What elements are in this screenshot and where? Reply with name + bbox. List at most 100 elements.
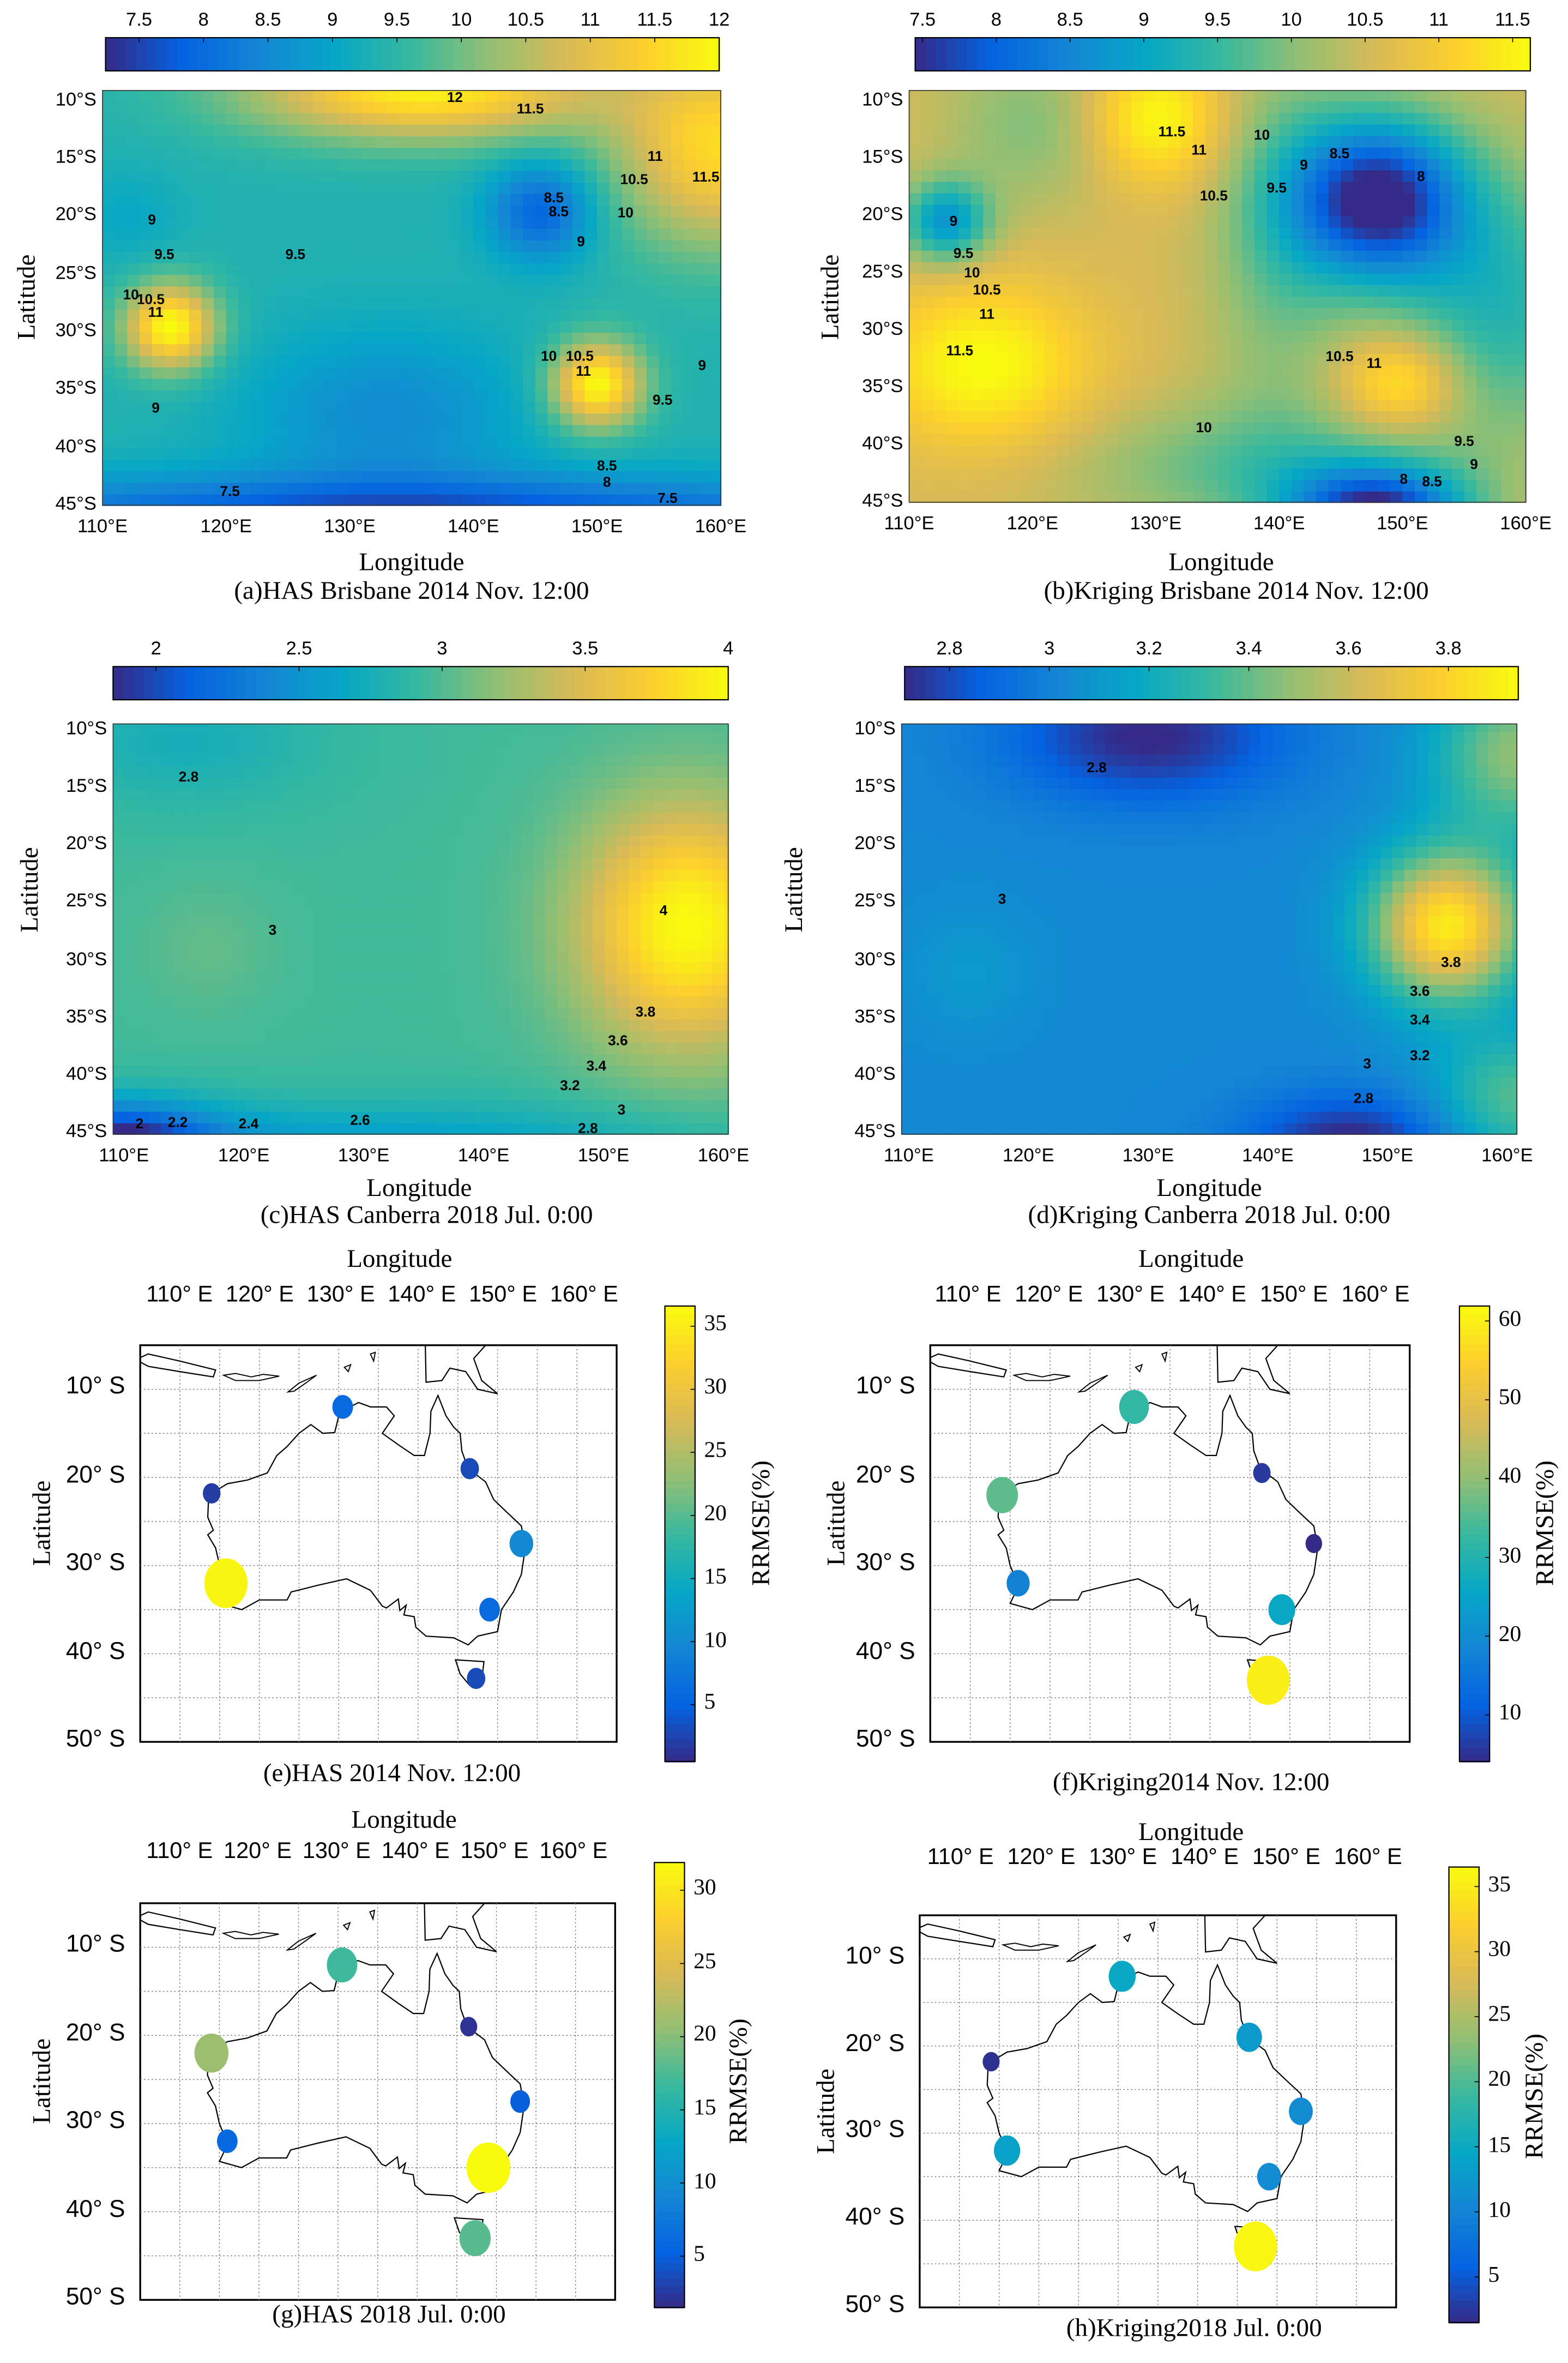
field-cell	[275, 355, 289, 368]
colorbar-segment	[382, 38, 393, 71]
field-cell	[349, 239, 363, 252]
field-cell	[288, 90, 301, 102]
field-cell	[214, 158, 227, 171]
colorbar-segment	[238, 38, 250, 71]
field-cell	[226, 170, 239, 183]
field-cell	[349, 436, 363, 448]
field-cell	[288, 366, 301, 379]
field-cell	[201, 193, 215, 206]
field-cell	[337, 366, 351, 379]
field-cell	[399, 170, 413, 183]
field-cell	[164, 447, 178, 460]
field-cell	[127, 112, 141, 125]
field-cell	[102, 251, 116, 263]
field-cell	[214, 147, 227, 160]
field-cell	[140, 285, 153, 298]
field-cell	[399, 228, 413, 240]
field-cell	[263, 262, 276, 275]
field-cell	[362, 100, 376, 113]
field-cell	[374, 135, 388, 148]
field-cell	[448, 389, 462, 402]
field-cell	[387, 239, 400, 252]
field-cell	[127, 262, 141, 275]
field-cell	[448, 494, 462, 506]
field-cell	[387, 262, 400, 275]
colorbar-segment	[167, 38, 178, 71]
field-cell	[337, 401, 351, 414]
field-cell	[300, 297, 313, 310]
field-cell	[102, 262, 116, 275]
field-cell	[399, 216, 413, 229]
field-cell	[288, 401, 301, 414]
field-cell	[337, 100, 351, 113]
field-cell	[349, 401, 363, 414]
field-cell	[362, 412, 376, 425]
field-cell	[300, 205, 313, 218]
field-cell	[263, 205, 276, 218]
field-cell	[424, 494, 437, 506]
field-cell	[424, 309, 437, 321]
field-cell	[263, 447, 276, 460]
colorbar-segment	[269, 38, 281, 71]
field-cell	[312, 100, 326, 113]
field-cell	[374, 470, 388, 483]
field-cell	[251, 239, 264, 252]
field-cell	[140, 412, 153, 425]
field-cell	[140, 389, 153, 402]
field-cell	[411, 366, 425, 379]
field-cell	[140, 205, 153, 218]
field-cell	[189, 182, 202, 194]
field-cell	[424, 147, 437, 160]
field-cell	[325, 343, 339, 356]
field-cell	[189, 262, 202, 275]
field-cell	[436, 262, 450, 275]
field-cell	[424, 205, 437, 218]
colorbar-segment	[310, 38, 322, 71]
field-cell	[177, 482, 190, 495]
field-cell	[251, 193, 264, 206]
field-cell	[177, 182, 190, 194]
field-cell	[337, 158, 351, 171]
field-cell	[275, 216, 289, 229]
field-cell	[238, 459, 252, 472]
field-cell	[300, 193, 313, 206]
field-cell	[312, 355, 326, 368]
field-cell	[288, 228, 301, 240]
field-cell	[275, 170, 289, 183]
field-cell	[362, 228, 376, 240]
field-cell	[288, 447, 301, 460]
field-cell	[102, 459, 116, 472]
field-cell	[288, 412, 301, 425]
field-cell	[201, 459, 215, 472]
field-cell	[214, 320, 227, 333]
field-cell	[140, 158, 153, 171]
field-cell	[214, 100, 227, 113]
colorbar-segment	[341, 38, 352, 71]
field-cell	[177, 424, 190, 437]
field-cell	[300, 262, 313, 275]
field-cell	[424, 320, 437, 333]
field-cell	[164, 412, 178, 425]
field-cell	[312, 205, 326, 218]
colorbar-segment	[105, 38, 117, 71]
colorbar-segment	[504, 38, 516, 71]
field-cell	[424, 389, 437, 402]
field-cell	[349, 309, 363, 321]
field-cell	[164, 366, 178, 379]
field-cell	[127, 285, 141, 298]
field-cell	[275, 228, 289, 240]
field-cell	[411, 274, 425, 287]
field-cell	[164, 297, 178, 310]
colorbar-segment	[637, 38, 649, 71]
field-cell	[114, 436, 128, 448]
field-cell	[102, 297, 116, 310]
colorbar-segment	[647, 38, 659, 71]
field-cell	[349, 158, 363, 171]
field-cell	[102, 424, 116, 437]
field-cell	[226, 470, 239, 483]
field-cell	[362, 389, 376, 402]
field-cell	[387, 459, 400, 472]
field-cell	[189, 297, 202, 310]
field-cell	[399, 158, 413, 171]
field-cell	[387, 412, 400, 425]
